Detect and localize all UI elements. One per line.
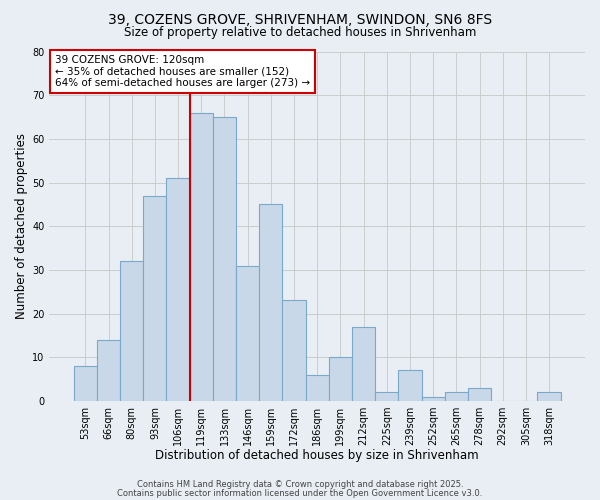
Bar <box>259 204 283 401</box>
X-axis label: Distribution of detached houses by size in Shrivenham: Distribution of detached houses by size … <box>155 450 479 462</box>
Bar <box>190 112 213 401</box>
Bar <box>74 366 97 401</box>
Bar <box>166 178 190 401</box>
Bar <box>468 388 491 401</box>
Text: 39, COZENS GROVE, SHRIVENHAM, SWINDON, SN6 8FS: 39, COZENS GROVE, SHRIVENHAM, SWINDON, S… <box>108 12 492 26</box>
Bar <box>398 370 422 401</box>
Y-axis label: Number of detached properties: Number of detached properties <box>15 133 28 319</box>
Text: Contains HM Land Registry data © Crown copyright and database right 2025.: Contains HM Land Registry data © Crown c… <box>137 480 463 489</box>
Bar <box>97 340 120 401</box>
Bar <box>305 375 329 401</box>
Bar <box>213 117 236 401</box>
Text: Contains public sector information licensed under the Open Government Licence v3: Contains public sector information licen… <box>118 488 482 498</box>
Bar <box>352 326 375 401</box>
Bar <box>143 196 166 401</box>
Bar <box>538 392 560 401</box>
Text: Size of property relative to detached houses in Shrivenham: Size of property relative to detached ho… <box>124 26 476 39</box>
Bar <box>329 358 352 401</box>
Bar <box>236 266 259 401</box>
Bar <box>375 392 398 401</box>
Bar <box>283 300 305 401</box>
Bar <box>422 396 445 401</box>
Bar <box>120 261 143 401</box>
Text: 39 COZENS GROVE: 120sqm
← 35% of detached houses are smaller (152)
64% of semi-d: 39 COZENS GROVE: 120sqm ← 35% of detache… <box>55 55 310 88</box>
Bar <box>445 392 468 401</box>
